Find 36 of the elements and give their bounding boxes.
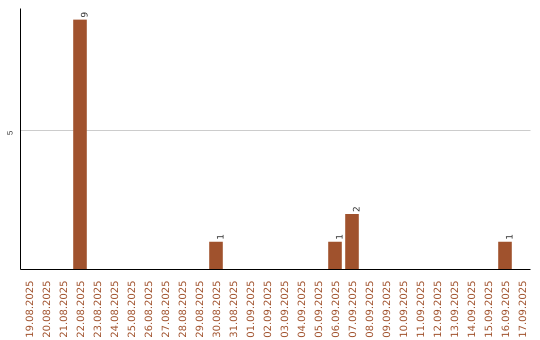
x-tick-label: 07.09.2025 <box>348 280 359 338</box>
data-label: 9 <box>80 12 90 18</box>
x-tick-label: 06.09.2025 <box>331 280 342 338</box>
x-tick-label: 12.09.2025 <box>433 280 444 338</box>
data-label: 1 <box>506 234 516 240</box>
x-tick-label: 17.09.2025 <box>518 280 529 338</box>
x-tick-label: 02.09.2025 <box>263 280 274 338</box>
x-tick-label: 27.08.2025 <box>161 280 172 338</box>
x-tick-label: 04.09.2025 <box>297 280 308 338</box>
y-tick-label: 5 <box>6 130 14 136</box>
x-tick-label: 13.09.2025 <box>450 280 461 338</box>
x-tick-label: 23.08.2025 <box>93 280 104 338</box>
x-tick-label: 16.09.2025 <box>501 280 512 338</box>
x-tick-label: 31.08.2025 <box>229 280 240 338</box>
x-tick-label: 01.09.2025 <box>246 280 257 338</box>
x-tick-label: 09.09.2025 <box>382 280 393 338</box>
x-tick-label: 22.08.2025 <box>76 280 87 338</box>
x-tick-label: 30.08.2025 <box>212 280 223 338</box>
x-tick-label: 28.08.2025 <box>178 280 189 338</box>
data-label: 1 <box>216 234 226 240</box>
x-tick-label: 08.09.2025 <box>365 280 376 338</box>
data-label: 2 <box>352 206 362 212</box>
x-tick-label: 19.08.2025 <box>25 280 36 338</box>
x-tick-label: 11.09.2025 <box>416 280 427 338</box>
x-tick-label: 20.08.2025 <box>42 280 53 338</box>
x-tick-label: 24.08.2025 <box>110 280 121 338</box>
data-label: 1 <box>336 234 346 240</box>
x-tick-label: 26.08.2025 <box>144 280 155 338</box>
x-tick-label: 03.09.2025 <box>280 280 291 338</box>
x-tick-label: 05.09.2025 <box>314 280 325 338</box>
x-tick-label: 25.08.2025 <box>127 280 138 338</box>
x-tick-label: 14.09.2025 <box>467 280 478 338</box>
x-tick-label: 10.09.2025 <box>399 280 410 338</box>
x-tick-label: 21.08.2025 <box>59 280 70 338</box>
x-tick-label: 29.08.2025 <box>195 280 206 338</box>
x-tick-label: 15.09.2025 <box>484 280 495 338</box>
